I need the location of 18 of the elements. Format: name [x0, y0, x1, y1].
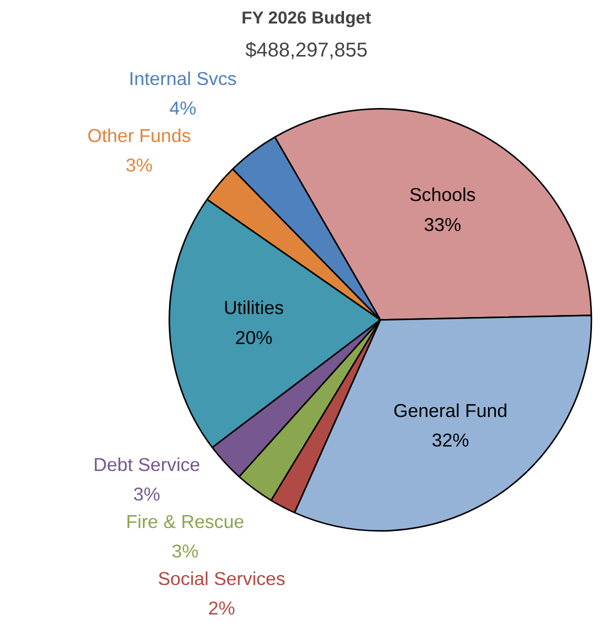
- data-label: 3%: [126, 154, 153, 176]
- slice-label: Debt Service: [93, 454, 200, 475]
- slice-label: Social Services: [158, 568, 286, 589]
- data-label: 33%: [424, 214, 462, 235]
- data-label: 2%: [208, 598, 236, 619]
- data-label: 3%: [133, 484, 160, 505]
- data-label: 4%: [169, 98, 196, 119]
- slice-label: Utilities: [224, 297, 284, 318]
- data-label: 32%: [432, 430, 470, 451]
- data-label: 3%: [172, 540, 199, 562]
- chart-title: FY 2026 Budget: [242, 8, 372, 28]
- data-label: 20%: [235, 326, 272, 348]
- slice-label: Internal Svcs: [128, 68, 237, 90]
- chart-subtitle: $488,297,855: [245, 40, 368, 62]
- slice-label: General Fund: [393, 400, 508, 422]
- slice-label: Schools: [409, 184, 476, 206]
- slice-label: Other Funds: [87, 125, 192, 146]
- slice-label: Fire & Rescue: [126, 510, 244, 532]
